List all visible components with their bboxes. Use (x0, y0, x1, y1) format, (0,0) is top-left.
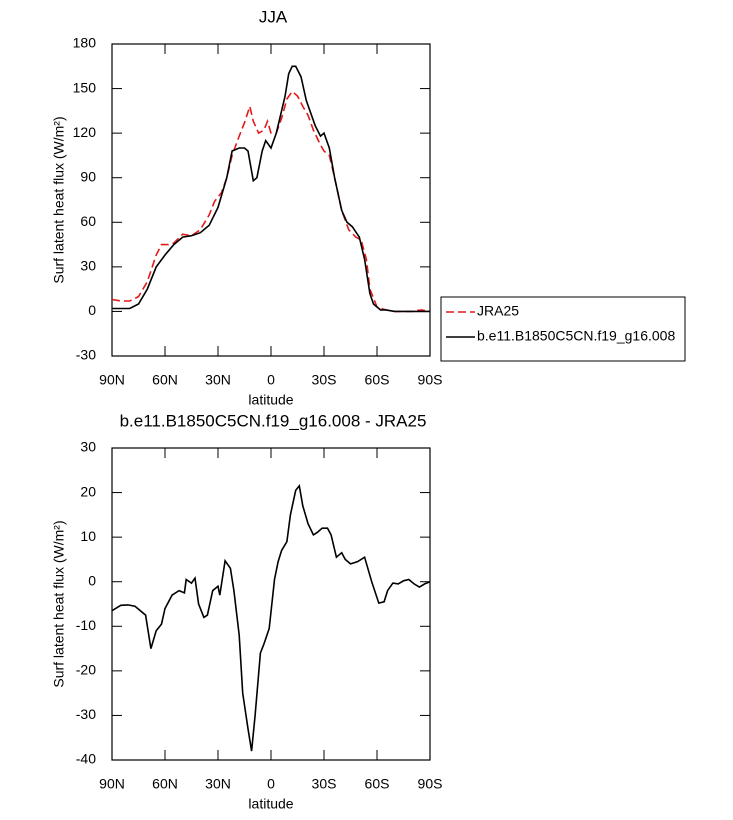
y-tick-label: 10 (80, 528, 96, 544)
x-tick-label: 30N (205, 776, 231, 792)
x-tick-label: 0 (267, 776, 275, 792)
y-tick-label: -30 (76, 347, 96, 363)
x-axis-label: latitude (248, 796, 293, 812)
legend-box (440, 296, 686, 362)
x-tick-label: 60N (152, 372, 178, 388)
x-tick-label: 90S (418, 776, 443, 792)
legend-label: b.e11.B1850C5CN.f19_g16.008 (477, 328, 675, 344)
plot-frame (111, 43, 431, 357)
x-tick-label: 30N (205, 372, 231, 388)
x-tick-label: 60N (152, 776, 178, 792)
chart-title: b.e11.B1850C5CN.f19_g16.008 - JRA25 (120, 411, 427, 430)
legend-label: JRA25 (477, 303, 519, 319)
plot-frame (111, 447, 431, 761)
y-tick-label: 30 (80, 258, 96, 274)
y-tick-label: 30 (80, 439, 96, 455)
data-line (112, 65, 430, 313)
y-tick-label: 150 (73, 79, 97, 95)
x-tick-label: 90S (418, 372, 443, 388)
x-tick-label: 60S (365, 372, 390, 388)
x-tick-label: 30S (312, 372, 337, 388)
y-tick-label: 20 (80, 483, 96, 499)
x-tick-label: 90N (99, 372, 125, 388)
x-tick-label: 0 (267, 372, 275, 388)
x-axis-label: latitude (248, 392, 293, 408)
x-tick-label: 30S (312, 776, 337, 792)
data-line (112, 484, 430, 752)
y-tick-label: 90 (80, 168, 96, 184)
y-tick-label: 0 (88, 302, 96, 318)
y-tick-label: 60 (80, 213, 96, 229)
x-tick-label: 90N (99, 776, 125, 792)
y-tick-label: -30 (76, 706, 96, 722)
y-tick-label: -20 (76, 662, 96, 678)
y-tick-label: -10 (76, 617, 96, 633)
x-tick-label: 60S (365, 776, 390, 792)
y-axis-label: Surf latent heat flux (W/m²) (51, 116, 67, 283)
y-tick-label: 120 (73, 124, 97, 140)
y-tick-label: 0 (88, 572, 96, 588)
chart-title: JJA (259, 7, 288, 26)
y-axis-label: Surf latent heat flux (W/m²) (51, 520, 67, 687)
data-line (112, 90, 430, 313)
y-tick-label: 180 (73, 35, 97, 51)
y-tick-label: -40 (76, 751, 96, 767)
